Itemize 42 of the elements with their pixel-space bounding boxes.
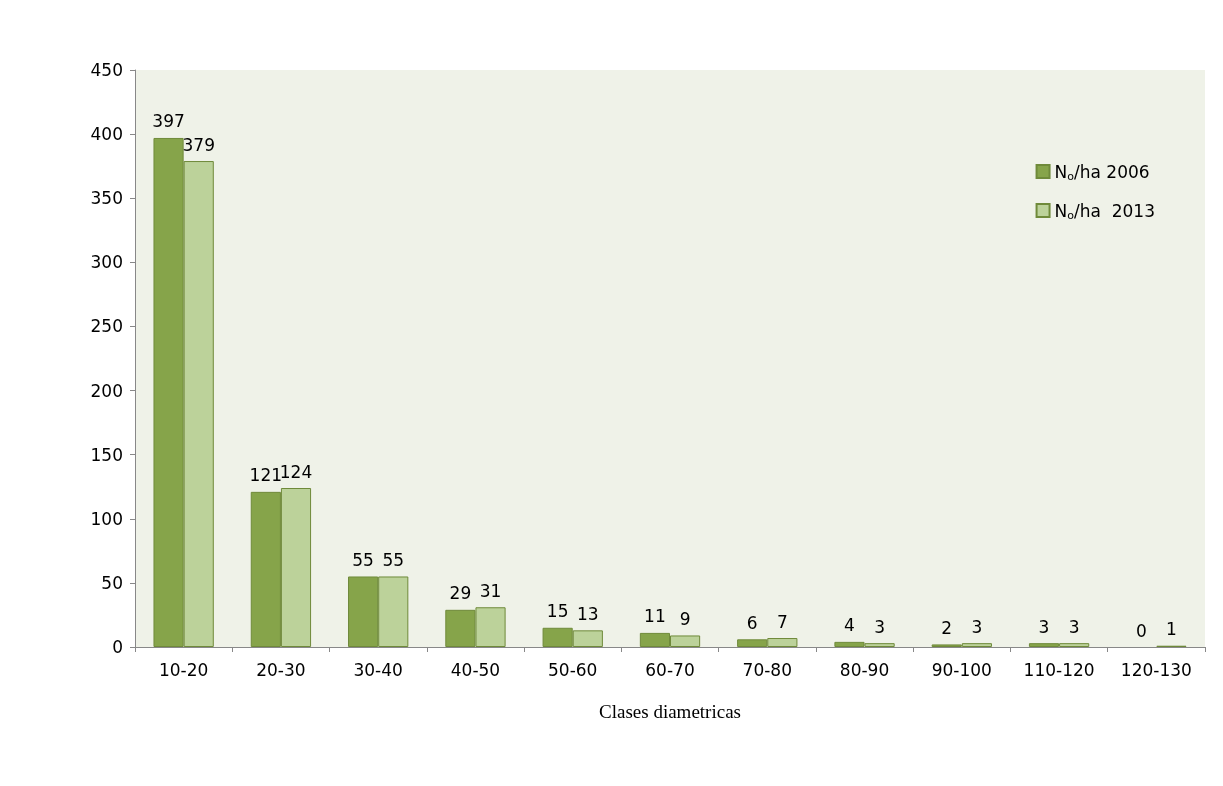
- data-label: 379: [182, 134, 215, 155]
- data-label: 397: [152, 111, 185, 132]
- data-label: 2: [941, 617, 953, 638]
- data-label: 15: [546, 601, 569, 622]
- y-tick-label: 0: [112, 637, 123, 657]
- x-tick-label: 110-120: [1023, 659, 1095, 680]
- y-tick-label: 400: [90, 124, 123, 145]
- x-tick-label: 120-130: [1120, 659, 1192, 680]
- x-tick-label: 70-80: [742, 659, 792, 680]
- x-tick-label: 50-60: [548, 659, 598, 680]
- x-tick-label: 30-40: [353, 659, 403, 680]
- data-label: 55: [382, 549, 405, 570]
- x-tick-label: 10-20: [158, 659, 209, 680]
- data-label: 0: [1135, 620, 1147, 641]
- data-label: 3: [971, 616, 983, 637]
- data-label: 29: [449, 583, 472, 604]
- y-tick-label: 150: [90, 444, 123, 465]
- y-tick-label: 50: [101, 572, 123, 593]
- x-tick-label: 90-100: [931, 659, 992, 680]
- data-label: 7: [776, 611, 788, 632]
- data-label: 3: [874, 616, 886, 637]
- x-tick-label: 80-90: [839, 659, 890, 680]
- y-tick-label: 100: [90, 508, 123, 529]
- x-tick-label: 20-30: [256, 659, 306, 680]
- data-label: 4: [844, 615, 855, 636]
- data-label: 1: [1166, 619, 1177, 640]
- x-tick-label: 40-50: [450, 659, 501, 680]
- data-label: 31: [479, 580, 502, 601]
- data-label: 3: [1068, 616, 1080, 637]
- y-tick-label: 450: [90, 60, 123, 80]
- y-tick-label: 200: [90, 380, 123, 401]
- x-tick-label: 60-70: [645, 659, 695, 680]
- y-tick-label: 300: [90, 252, 123, 273]
- x-axis-title: Clases diametricas: [599, 701, 741, 722]
- data-label: 3: [1038, 616, 1050, 637]
- data-label: 13: [576, 603, 599, 624]
- y-tick-label: 350: [90, 188, 123, 209]
- data-label: 6: [746, 612, 758, 633]
- data-label: 9: [679, 608, 691, 629]
- data-label: 11: [644, 606, 666, 627]
- data-label: 55: [352, 549, 374, 570]
- y-tick-label: 250: [90, 316, 123, 337]
